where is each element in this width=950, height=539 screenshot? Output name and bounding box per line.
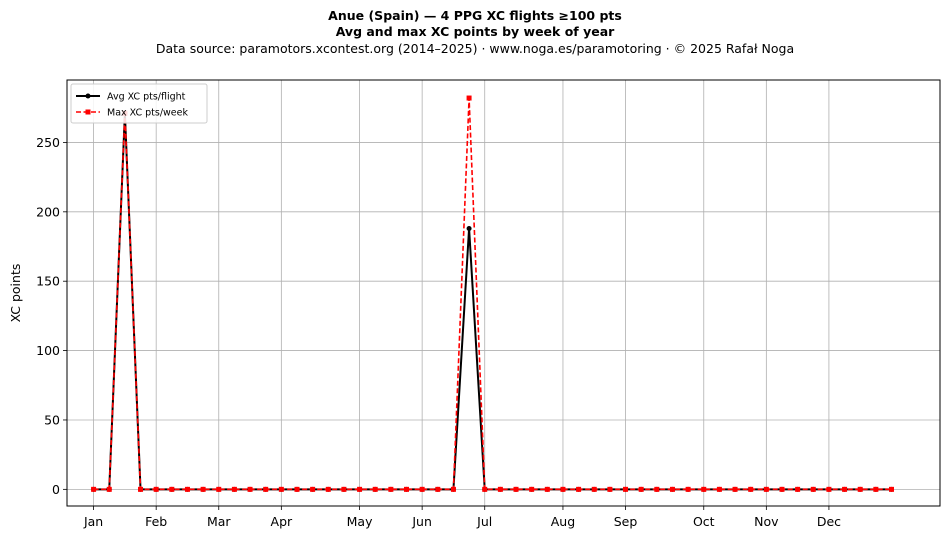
max-point xyxy=(779,486,785,492)
x-tick-label: Jun xyxy=(411,514,432,529)
x-tick-label: Jan xyxy=(83,514,103,529)
max-point xyxy=(857,486,863,492)
max-point xyxy=(372,486,378,492)
max-point xyxy=(216,486,222,492)
max-point xyxy=(450,486,456,492)
y-tick-label: 0 xyxy=(52,482,60,497)
legend-marker-avg xyxy=(85,93,91,99)
chart-subtitle: Avg and max XC points by week of year xyxy=(335,24,615,39)
max-point xyxy=(701,486,707,492)
y-tick-label: 200 xyxy=(36,204,60,219)
max-point xyxy=(404,486,409,492)
y-axis: 0 50 100 150 200 250 xyxy=(36,135,67,497)
max-point xyxy=(497,486,503,492)
max-point xyxy=(826,486,832,492)
x-tick-label: Mar xyxy=(207,514,231,529)
y-tick-label: 50 xyxy=(44,412,60,427)
max-point xyxy=(357,486,363,492)
x-tick-label: Nov xyxy=(754,514,779,529)
max-point xyxy=(795,486,801,492)
max-point xyxy=(748,486,754,492)
max-series-line xyxy=(93,97,892,491)
max-point xyxy=(607,486,613,492)
avg-point xyxy=(466,225,472,231)
max-point xyxy=(842,486,848,492)
x-tick-label: Aug xyxy=(551,514,575,529)
x-tick-label: Dec xyxy=(817,514,841,529)
max-point xyxy=(388,486,394,492)
max-point xyxy=(654,486,660,492)
max-point xyxy=(889,486,894,492)
max-point xyxy=(138,486,144,492)
max-point xyxy=(419,486,425,492)
avg-series-line xyxy=(93,112,892,491)
plot-frame xyxy=(66,79,941,507)
chart-titles: Anue (Spain) — 4 PPG XC flights ≥100 pts… xyxy=(0,8,950,57)
max-point xyxy=(513,486,519,492)
legend-label-avg: Avg XC pts/flight xyxy=(107,92,186,103)
max-point xyxy=(544,486,550,492)
max-point xyxy=(169,486,175,492)
max-point xyxy=(810,486,816,492)
series-layer xyxy=(91,95,894,492)
max-point xyxy=(247,486,253,492)
max-point xyxy=(294,486,300,492)
max-point xyxy=(310,486,316,492)
y-tick-label: 150 xyxy=(36,274,60,289)
max-point xyxy=(200,486,206,492)
x-tick-label: Feb xyxy=(145,514,167,529)
x-axis: Jan Feb Mar Apr May Jun Jul Aug Sep Oct Nov Dec xyxy=(83,506,841,529)
grid-lines xyxy=(67,80,940,506)
max-point xyxy=(153,486,159,492)
max-point xyxy=(623,486,629,492)
max-point xyxy=(466,95,472,101)
legend-label-max: Max XC pts/week xyxy=(107,108,188,119)
max-point xyxy=(184,486,190,492)
x-tick-label: May xyxy=(347,514,373,529)
max-point xyxy=(669,486,675,492)
max-point xyxy=(529,486,535,492)
y-tick-label: 100 xyxy=(36,343,60,358)
legend: Avg XC pts/flight Max XC pts/week xyxy=(70,83,208,124)
max-point xyxy=(263,486,269,492)
y-tick-label: 250 xyxy=(36,135,60,150)
max-point xyxy=(732,486,738,492)
x-tick-label: Oct xyxy=(693,514,715,529)
max-point xyxy=(278,486,284,492)
y-axis-label: XC points xyxy=(8,264,23,323)
max-point xyxy=(106,486,112,492)
max-point xyxy=(325,486,331,492)
legend-box xyxy=(70,83,208,124)
max-point xyxy=(685,486,691,492)
chart-source: Data source: paramotors.xcontest.org (20… xyxy=(155,41,795,56)
max-point xyxy=(591,486,597,492)
max-point xyxy=(873,486,879,492)
max-point xyxy=(91,486,97,492)
x-tick-label: Apr xyxy=(271,514,293,529)
x-tick-label: Jul xyxy=(476,514,492,529)
legend-marker-max xyxy=(85,109,91,115)
x-tick-label: Sep xyxy=(614,514,638,529)
max-point xyxy=(341,486,347,492)
max-point xyxy=(638,486,644,492)
max-point xyxy=(231,486,237,492)
max-point xyxy=(482,486,488,492)
max-point xyxy=(763,486,769,492)
max-point xyxy=(435,486,441,492)
max-point xyxy=(576,486,582,492)
max-point xyxy=(560,486,566,492)
max-point xyxy=(716,486,722,492)
chart-title: Anue (Spain) — 4 PPG XC flights ≥100 pts xyxy=(328,8,622,23)
